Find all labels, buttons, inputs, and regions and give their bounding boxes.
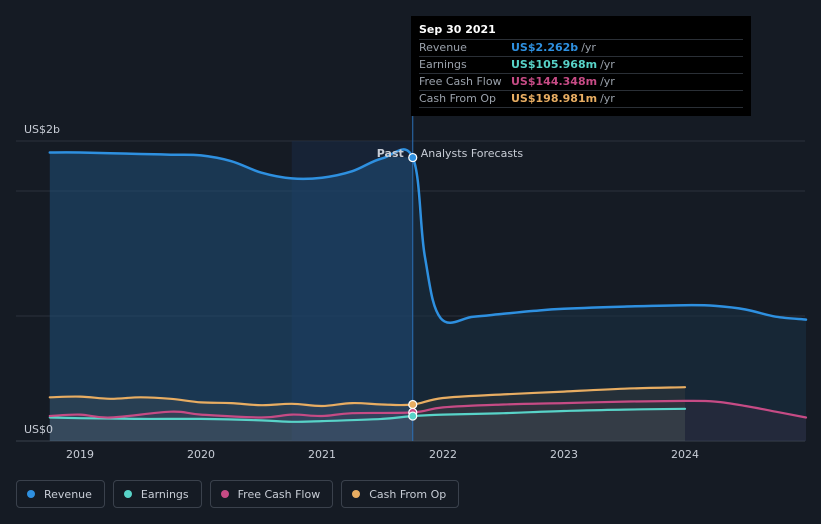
legend-item-earnings[interactable]: Earnings (112, 480, 202, 508)
legend: Revenue Earnings Free Cash Flow Cash Fro… (16, 480, 460, 508)
tooltip-value: US$105.968m (511, 58, 598, 71)
earnings-line (48, 407, 687, 423)
tooltip-row-revenue: Revenue US$2.262b /yr (419, 39, 743, 56)
tooltip-row-free-cash-flow: Free Cash Flow US$144.348m /yr (419, 73, 743, 90)
tooltip-value: US$2.262b (511, 41, 579, 54)
revenue-line (48, 148, 808, 324)
tooltip-label: Earnings (419, 58, 467, 71)
legend-dot-icon (27, 490, 35, 498)
earnings-marker (408, 411, 418, 421)
legend-dot-icon (220, 490, 229, 498)
revenue-area-past (49, 152, 413, 441)
x-tick-label: 2024 (671, 448, 699, 461)
x-axis-labels: 2019 2020 2021 2022 2023 2024 (66, 448, 699, 461)
tooltip: Sep 30 2021 Revenue US$2.262b /yr Earnin… (411, 16, 751, 116)
y-axis-labels: US$2b US$0 (24, 123, 60, 436)
legend-label: Earnings (140, 487, 189, 501)
x-tick-label: 2020 (187, 448, 215, 461)
tooltip-unit: /yr (581, 41, 596, 54)
legend-label: Revenue (44, 487, 92, 501)
tooltip-value: US$144.348m (511, 75, 598, 88)
series-areas (49, 152, 806, 441)
y-tick-label: US$0 (24, 423, 53, 436)
x-tick-label: 2022 (429, 448, 457, 461)
earnings-area (49, 408, 685, 441)
past-label: Past (377, 147, 404, 160)
cash-from-op-area (49, 387, 685, 441)
forecast-label: Analysts Forecasts (421, 147, 524, 160)
tooltip-value: US$198.981m (511, 92, 598, 105)
x-tick-label: 2023 (550, 448, 578, 461)
legend-dot-icon (352, 490, 361, 498)
cash-from-op-line (48, 386, 687, 408)
tooltip-unit: /yr (600, 75, 615, 88)
tooltip-unit: /yr (600, 92, 615, 105)
x-tick-label: 2019 (66, 448, 94, 461)
legend-label: Free Cash Flow (237, 487, 321, 501)
x-tick-label: 2021 (308, 448, 336, 461)
free-cash-flow-area (49, 400, 806, 441)
legend-label: Cash From Op (369, 487, 447, 501)
legend-item-revenue[interactable]: Revenue (16, 480, 105, 508)
tooltip-row-cash-from-op: Cash From Op US$198.981m /yr (419, 90, 743, 108)
legend-item-cash-from-op[interactable]: Cash From Op (341, 480, 460, 508)
tooltip-label: Free Cash Flow (419, 75, 502, 88)
y-tick-label: US$2b (24, 123, 60, 136)
tooltip-date: Sep 30 2021 (419, 23, 496, 36)
revenue-marker (408, 152, 418, 163)
legend-item-free-cash-flow[interactable]: Free Cash Flow (209, 480, 334, 508)
tooltip-row-earnings: Earnings US$105.968m /yr (419, 56, 743, 73)
tooltip-unit: /yr (600, 58, 615, 71)
series-markers (408, 152, 418, 421)
tooltip-label: Revenue (419, 41, 467, 54)
legend-dot-icon (123, 490, 132, 498)
tooltip-label: Cash From Op (419, 92, 497, 105)
revenue-area-forecast (412, 157, 806, 441)
cash-from-op-marker (408, 399, 418, 410)
